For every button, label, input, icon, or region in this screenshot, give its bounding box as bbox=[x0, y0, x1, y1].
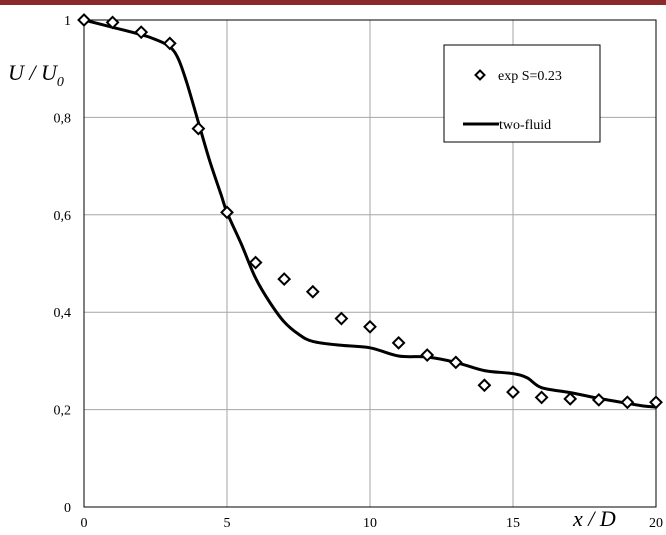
data-point-exp bbox=[420, 348, 435, 362]
series-markers-exp bbox=[77, 13, 663, 410]
y-tick-label: 0,4 bbox=[54, 306, 72, 321]
data-point-exp bbox=[649, 395, 663, 410]
y-tick-label: 0,6 bbox=[54, 209, 72, 224]
y-tick-label: 0,8 bbox=[54, 111, 72, 126]
data-point-exp bbox=[277, 272, 292, 286]
data-point-exp bbox=[620, 395, 635, 410]
data-point-exp bbox=[534, 390, 549, 405]
data-point-exp bbox=[391, 335, 406, 350]
legend: exp S=0.23 two-fluid bbox=[443, 44, 601, 143]
x-tick-label: 5 bbox=[224, 516, 231, 531]
top-border-bar bbox=[0, 0, 666, 5]
legend-label-two-fluid: two-fluid bbox=[499, 118, 551, 133]
data-point-exp bbox=[477, 378, 492, 393]
data-point-exp bbox=[448, 355, 463, 370]
y-tick-label: 1 bbox=[64, 14, 71, 29]
data-point-exp bbox=[563, 391, 578, 406]
x-axis-title: x / D bbox=[572, 506, 616, 531]
legend-diamond-marker bbox=[474, 69, 486, 81]
data-point-exp bbox=[334, 311, 349, 326]
data-point-exp bbox=[220, 205, 234, 220]
data-point-exp bbox=[305, 284, 320, 299]
y-axis-title-main: U / U bbox=[8, 60, 59, 85]
x-tick-label: 20 bbox=[649, 516, 663, 531]
data-point-exp bbox=[591, 392, 606, 407]
data-point-exp bbox=[506, 385, 520, 399]
data-point-exp bbox=[248, 255, 263, 270]
series-line-two-fluid bbox=[82, 18, 658, 409]
plot-frame bbox=[83, 19, 657, 508]
legend-box bbox=[443, 44, 601, 143]
x-tick-label: 10 bbox=[363, 516, 377, 531]
data-point-exp bbox=[363, 319, 377, 334]
data-point-exp bbox=[162, 36, 177, 51]
y-tick-label: 0,2 bbox=[54, 404, 72, 419]
data-point-exp bbox=[134, 25, 149, 40]
y-axis-title-subscript: 0 bbox=[57, 75, 64, 90]
x-tick-labels: 0 5 10 15 20 bbox=[81, 516, 664, 531]
x-tick-label: 15 bbox=[506, 516, 520, 531]
x-tick-label: 0 bbox=[81, 516, 88, 531]
y-tick-label: 0 bbox=[64, 501, 71, 516]
data-point-exp bbox=[77, 13, 91, 27]
legend-label-exp: exp S=0.23 bbox=[498, 69, 562, 84]
y-axis-title: U / U0 bbox=[8, 60, 64, 90]
data-point-exp bbox=[191, 121, 206, 136]
y-tick-labels: 0 0,2 0,4 0,6 0,8 1 bbox=[54, 14, 72, 516]
data-point-exp bbox=[105, 15, 120, 30]
